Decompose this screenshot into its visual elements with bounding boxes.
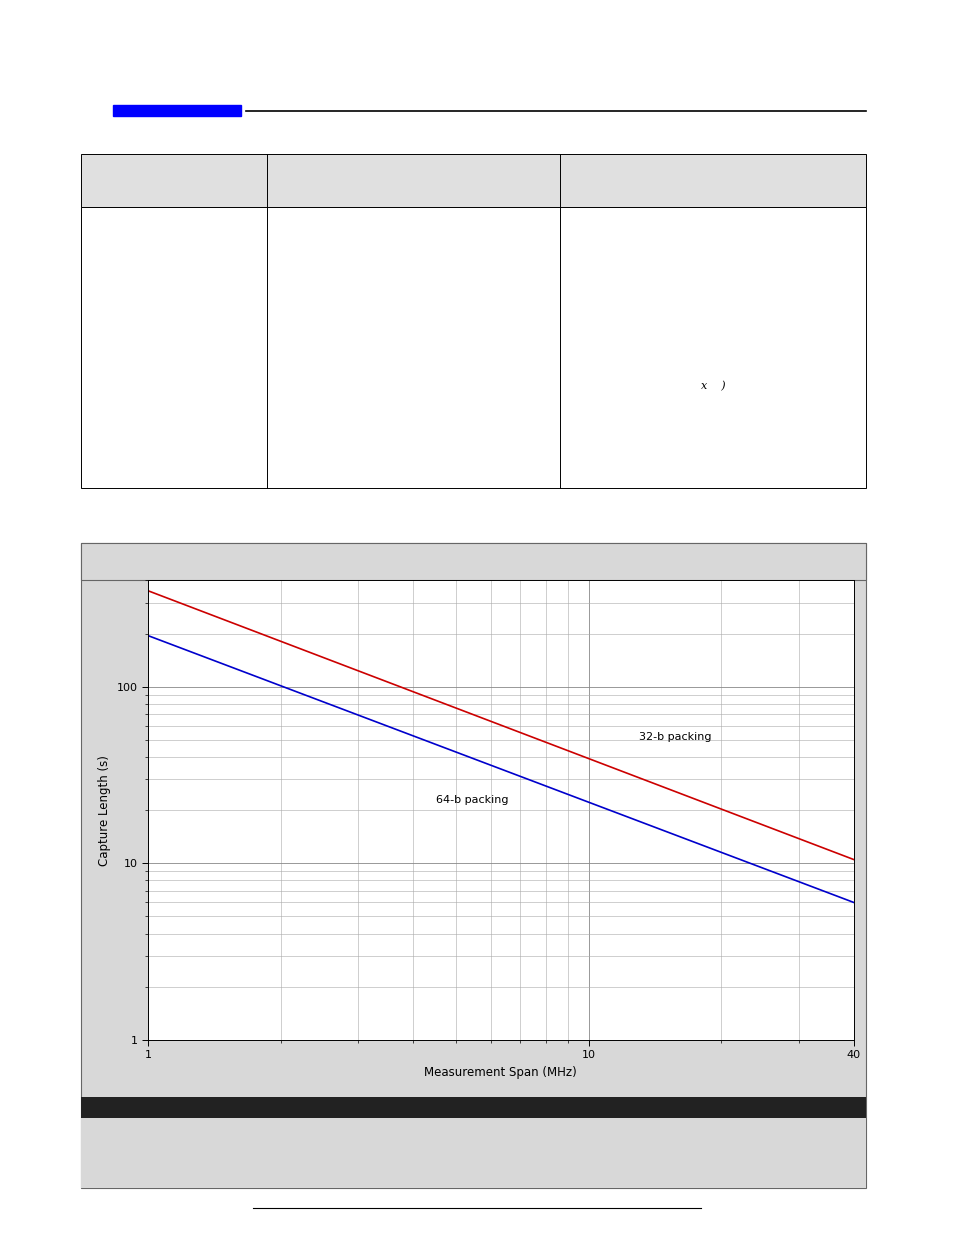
Bar bbox=[81, 207, 865, 488]
Bar bbox=[81, 543, 865, 1188]
Y-axis label: Capture Length (s): Capture Length (s) bbox=[98, 755, 111, 866]
Bar bbox=[81, 154, 865, 207]
Text: x    ): x ) bbox=[700, 380, 725, 391]
Bar bbox=[112, 105, 241, 116]
Bar bbox=[81, 543, 865, 580]
X-axis label: Measurement Span (MHz): Measurement Span (MHz) bbox=[424, 1066, 577, 1079]
Bar bbox=[81, 1118, 865, 1188]
Text: 64-b packing: 64-b packing bbox=[436, 795, 508, 805]
Bar bbox=[81, 1097, 865, 1118]
Text: 32-b packing: 32-b packing bbox=[639, 732, 711, 742]
